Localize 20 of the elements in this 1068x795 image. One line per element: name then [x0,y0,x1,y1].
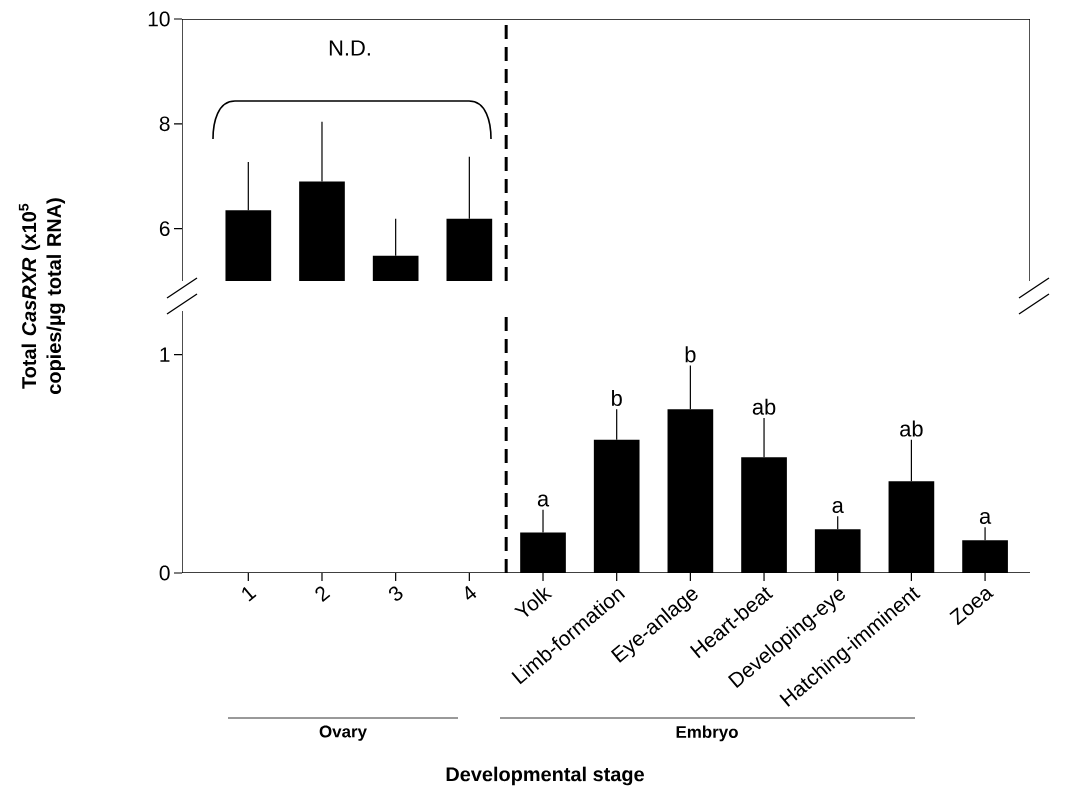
annotation: N.D. [329,40,370,56]
text: Ovary [319,725,367,741]
annotation: a [979,511,992,524]
annotation: b [685,346,696,363]
annotation: b [612,389,622,407]
annotation: ab [752,398,776,415]
annotation: a [832,501,844,514]
x-tick-label: 1 [242,587,257,602]
y-tick-label: 6 [159,221,170,236]
y-tick-label: 8 [159,116,170,132]
x-tick-label: 4 [465,585,477,600]
y-tick-label: 10 [148,11,170,27]
annotation: a [537,494,550,507]
y-tick-label: 0 [159,565,170,581]
x-axis-title: Developmental stage [446,766,644,786]
annotation: ab [900,420,923,437]
text: Embryo [676,725,738,742]
x-tick-label: 3 [388,586,403,601]
x-tick-label: 2 [315,586,331,603]
y-tick-label: 1 [160,347,170,362]
